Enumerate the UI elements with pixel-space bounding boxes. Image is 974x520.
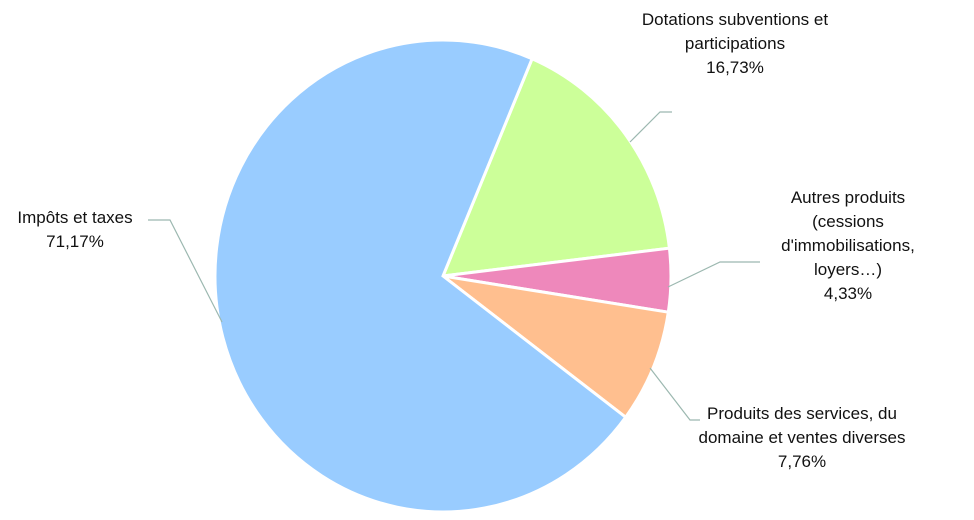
- pie-slice: [213, 38, 628, 514]
- value-label: 16,73%: [706, 58, 764, 77]
- leader-line: [148, 219, 223, 323]
- category-label: Impôts et taxes: [17, 208, 133, 227]
- category-label: Autres produits (cessions d'immobilisati…: [781, 188, 915, 279]
- leader-line: [649, 367, 700, 421]
- value-label: 71,17%: [46, 232, 104, 251]
- value-label: 7,76%: [777, 452, 827, 471]
- slice-label: Dotations subventions et participations 1…: [620, 8, 850, 80]
- category-label: Produits des services, du domaine et ven…: [698, 404, 906, 447]
- leader-line: [667, 261, 760, 288]
- slice-label: Produits des services, du domaine et ven…: [688, 402, 916, 474]
- pie-slice: [440, 56, 672, 278]
- leader-line: [629, 111, 672, 143]
- slice-label: Impôts et taxes 71,17%: [0, 206, 150, 254]
- slice-label: Autres produits (cessions d'immobilisati…: [755, 186, 941, 306]
- category-label: Dotations subventions et participations: [641, 10, 829, 53]
- value-label: 4,33%: [823, 284, 873, 303]
- pie-slice: [442, 274, 671, 420]
